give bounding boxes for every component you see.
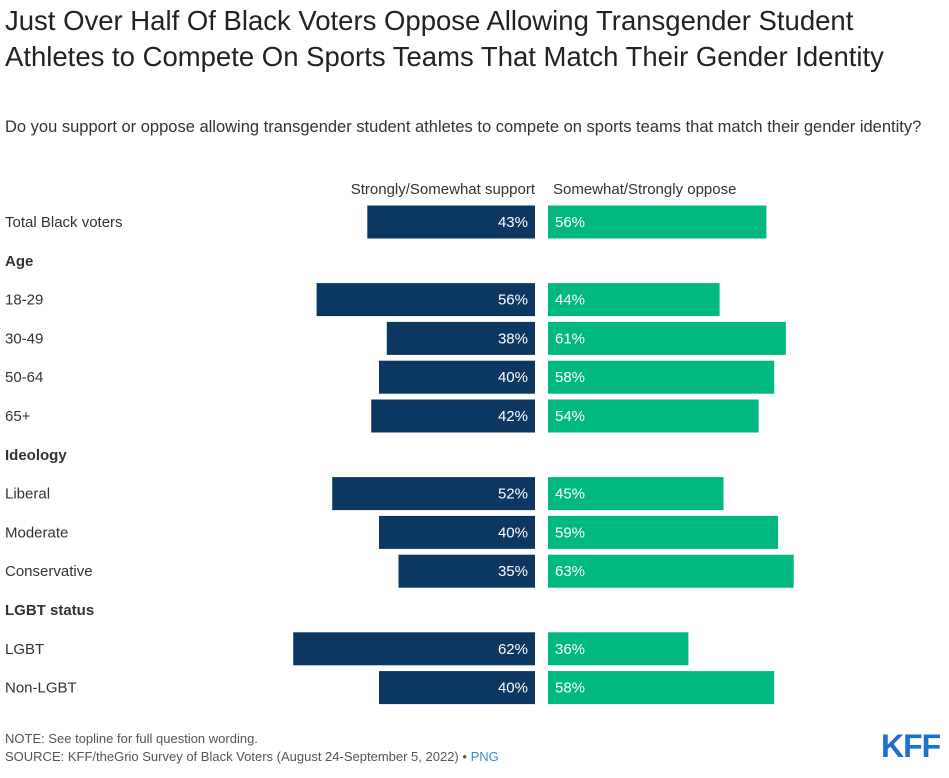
data-label-support: 38% (498, 330, 528, 347)
data-label-oppose: 44% (555, 292, 585, 309)
bar-oppose (548, 321, 786, 355)
footer-source: SOURCE: KFF/theGrio Survey of Black Vote… (5, 749, 459, 764)
bar-support (398, 554, 535, 588)
row-label: Liberal (5, 486, 50, 503)
bar-oppose (548, 632, 689, 666)
category-heading: Ideology (5, 447, 67, 464)
bar-support (379, 360, 535, 394)
bar-oppose (548, 515, 779, 549)
data-label-support: 52% (498, 486, 528, 503)
kff-logo: KFF (881, 728, 942, 762)
bar-support (379, 515, 535, 549)
data-label-support: 40% (498, 680, 528, 697)
row-label: Non-LGBT (5, 680, 77, 697)
bar-support (316, 283, 535, 317)
bar-support (371, 399, 535, 433)
bar-support (293, 632, 535, 666)
bar-oppose (548, 554, 794, 588)
data-label-support: 62% (498, 641, 528, 658)
row-label: Conservative (5, 563, 93, 580)
bar-oppose (548, 399, 759, 433)
footer-source-line: SOURCE: KFF/theGrio Survey of Black Vote… (5, 748, 499, 766)
data-label-oppose: 59% (555, 524, 585, 541)
data-label-oppose: 61% (555, 330, 585, 347)
diverging-bar-chart: Total Black voters 43% 56% Age 18-29 56% 44% 30… (5, 205, 794, 705)
data-label-oppose: 58% (555, 680, 585, 697)
row-label: Total Black voters (5, 214, 123, 231)
legend-oppose: Somewhat/Strongly oppose (553, 181, 737, 198)
row-label: 50-64 (5, 369, 43, 386)
data-label-support: 35% (498, 563, 528, 580)
kff-logo-text: KFF (881, 728, 941, 762)
bar-support (379, 671, 535, 705)
row-label: Moderate (5, 524, 68, 541)
row-label: 30-49 (5, 330, 43, 347)
data-label-oppose: 63% (555, 563, 585, 580)
data-label-support: 42% (498, 408, 528, 425)
png-download-link[interactable]: PNG (470, 749, 499, 764)
bar-oppose (548, 205, 767, 239)
category-heading: Age (5, 253, 33, 270)
data-label-support: 43% (498, 214, 528, 231)
bar-oppose (548, 360, 775, 394)
data-label-oppose: 58% (555, 369, 585, 386)
bar-oppose (548, 671, 775, 705)
row-label: LGBT (5, 641, 44, 658)
bar-oppose (548, 283, 720, 317)
legend-support: Strongly/Somewhat support (350, 181, 535, 198)
footer-notes: NOTE: See topline for full question word… (5, 730, 499, 766)
bar-support (367, 205, 535, 239)
chart-subtitle: Do you support or oppose allowing transg… (5, 118, 922, 136)
data-label-oppose: 36% (555, 641, 585, 658)
data-label-support: 40% (498, 369, 528, 386)
footer-separator: • (462, 749, 467, 764)
data-label-support: 40% (498, 524, 528, 541)
category-heading: LGBT status (5, 602, 94, 619)
data-label-oppose: 54% (555, 408, 585, 425)
data-label-oppose: 56% (555, 214, 585, 231)
footer-note: NOTE: See topline for full question word… (5, 731, 258, 746)
row-label: 65+ (5, 408, 31, 425)
data-label-oppose: 45% (555, 486, 585, 503)
bar-support (386, 321, 535, 355)
row-label: 18-29 (5, 292, 43, 309)
bar-support (332, 477, 535, 511)
chart-title: Just Over Half Of Black Voters Oppose Al… (5, 5, 884, 72)
data-label-support: 56% (498, 292, 528, 309)
bar-oppose (548, 477, 724, 511)
